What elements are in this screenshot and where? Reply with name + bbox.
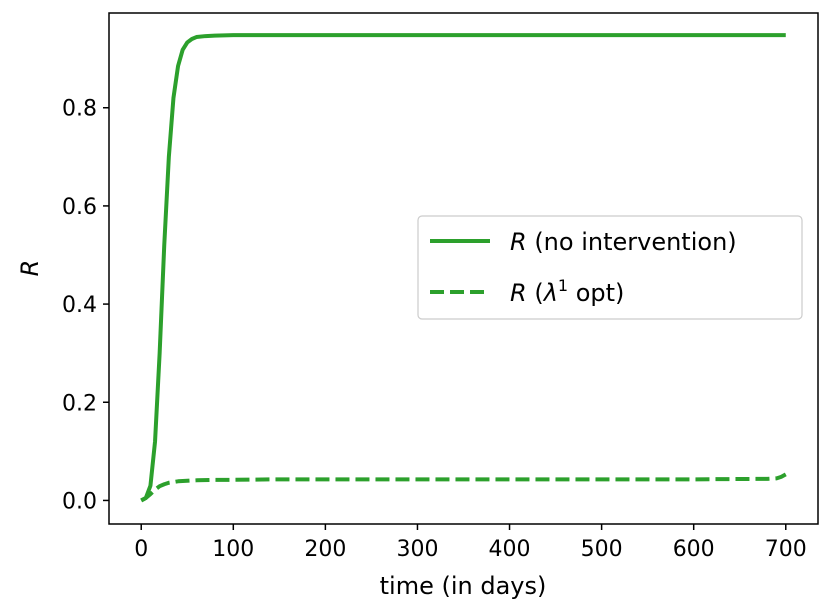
legend: R (no intervention) R (λ1 opt) <box>417 215 803 320</box>
y-axis: 0.0 0.2 0.4 0.6 0.8 <box>62 97 109 514</box>
series-line-lambda-opt <box>140 472 787 503</box>
series-line-no-intervention <box>140 33 786 503</box>
x-tick-label: 600 <box>673 537 715 562</box>
legend-box <box>417 215 803 320</box>
x-axis-label: time (in days) <box>380 572 547 600</box>
plot-area <box>140 33 787 503</box>
x-tick-label: 0 <box>134 537 148 562</box>
y-tick-label: 0.6 <box>62 195 97 220</box>
x-tick-label: 500 <box>581 537 623 562</box>
axes-frame <box>108 12 819 525</box>
y-axis-label: R <box>16 260 44 277</box>
x-tick-label: 700 <box>765 537 807 562</box>
x-tick-label: 200 <box>304 537 346 562</box>
legend-label-no-intervention: R (no intervention) <box>510 228 737 256</box>
y-tick-label: 0.8 <box>62 97 97 122</box>
y-tick-label: 0.0 <box>62 489 97 514</box>
legend-label-lambda-opt: R (λ1 opt) <box>510 276 624 307</box>
y-tick-label: 0.2 <box>62 391 97 416</box>
x-tick-label: 400 <box>489 537 531 562</box>
x-tick-label: 300 <box>396 537 438 562</box>
y-tick-label: 0.4 <box>62 293 97 318</box>
x-tick-label: 100 <box>212 537 254 562</box>
x-axis: 0 100 200 300 400 500 600 700 <box>134 524 807 562</box>
